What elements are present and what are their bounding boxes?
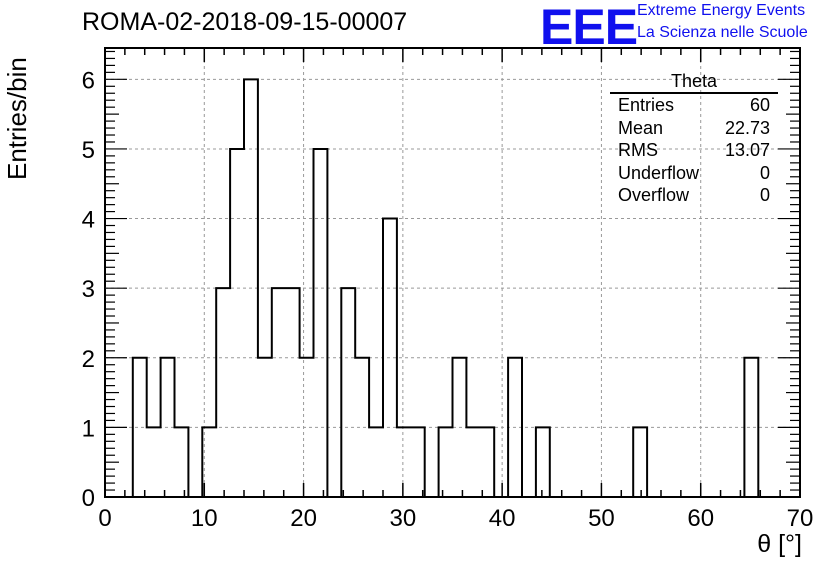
y-tick-label: 1: [82, 415, 95, 442]
x-tick-label: 0: [98, 505, 111, 532]
x-tick-label: 60: [687, 505, 714, 532]
x-axis-label: θ [°]: [757, 530, 802, 558]
stats-value: 0: [759, 185, 770, 205]
stats-row-entries: Entries 60: [610, 94, 778, 117]
logo-tagline-1: Extreme Energy Events: [637, 2, 806, 19]
y-tick-label: 2: [82, 346, 95, 373]
stats-value: 60: [749, 95, 770, 115]
stats-row-mean: Mean 22.73: [610, 117, 778, 140]
stats-label: Entries: [618, 95, 675, 115]
stats-value: 13.07: [724, 140, 770, 160]
y-tick-label: 3: [82, 276, 95, 303]
chart-title: ROMA-02-2018-09-15-00007: [82, 8, 408, 36]
x-tick-label: 20: [290, 505, 317, 532]
x-tick-label: 50: [588, 505, 615, 532]
x-tick-label: 10: [191, 505, 218, 532]
stats-value: 22.73: [724, 117, 770, 138]
y-tick-label: 4: [82, 207, 95, 234]
x-tick-label: 30: [390, 505, 417, 532]
y-tick-label: 5: [82, 137, 95, 164]
y-axis-label: Entries/bin: [2, 57, 32, 180]
stats-label: Mean: [618, 117, 664, 138]
stats-row-underflow: Underflow 0: [610, 162, 778, 185]
y-tick-label: 0: [82, 485, 95, 512]
y-tick-label: 6: [82, 67, 95, 94]
logo-tagline-2: La Scienza nelle Scuole: [637, 24, 808, 41]
stats-box: Theta Entries 60 Mean 22.73 RMS 13.07 Un…: [610, 70, 778, 207]
plot-frame: [104, 47, 801, 498]
stats-box-title: Theta: [610, 70, 778, 94]
histogram-line: [131, 78, 760, 498]
stats-row-overflow: Overflow 0: [610, 184, 778, 207]
x-tick-label: 40: [489, 505, 516, 532]
stats-row-rms: RMS 13.07: [610, 139, 778, 162]
stats-value: 0: [759, 162, 770, 183]
stats-label: Overflow: [618, 185, 690, 205]
stats-label: RMS: [618, 140, 658, 160]
stats-label: Underflow: [618, 162, 700, 183]
eee-logo: EEE: [540, 0, 638, 55]
x-tick-label: 70: [787, 505, 814, 532]
